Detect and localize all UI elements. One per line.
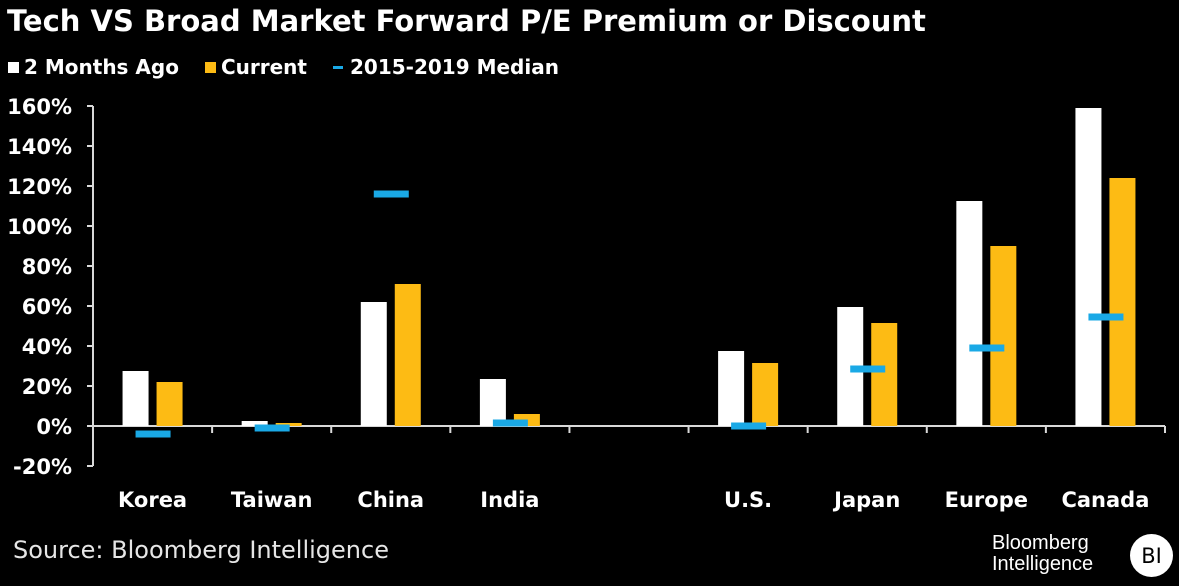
bar-current bbox=[394, 284, 421, 426]
legend-item-current: Current bbox=[204, 55, 307, 79]
legend-swatch-white bbox=[8, 61, 19, 73]
median-marker bbox=[850, 365, 886, 373]
x-category-label: India bbox=[480, 488, 539, 512]
median-marker bbox=[373, 190, 409, 198]
legend-label: Current bbox=[220, 55, 307, 79]
brand-wordmark: Bloomberg Intelligence bbox=[992, 533, 1093, 575]
brand-line-1: Bloomberg bbox=[992, 532, 1089, 554]
bar-current bbox=[990, 246, 1017, 426]
median-marker bbox=[135, 430, 171, 438]
legend-item-2-months-ago: 2 Months Ago bbox=[8, 55, 179, 79]
bar-2-months-ago bbox=[479, 379, 506, 426]
x-category-label: China bbox=[357, 488, 424, 512]
median-marker bbox=[731, 422, 767, 430]
legend-label: 2 Months Ago bbox=[24, 55, 179, 79]
bar-current bbox=[156, 382, 183, 426]
bar-current bbox=[752, 363, 779, 426]
bar-2-months-ago bbox=[241, 421, 268, 426]
y-tick-label: 160% bbox=[7, 95, 72, 119]
x-category-label: Taiwan bbox=[231, 488, 313, 512]
legend-label: 2015-2019 Median bbox=[349, 55, 559, 79]
median-marker bbox=[492, 419, 528, 427]
source-note: Source: Bloomberg Intelligence bbox=[13, 536, 389, 564]
y-tick-label: -20% bbox=[13, 455, 72, 479]
y-tick-label: 80% bbox=[22, 255, 72, 279]
x-category-label: U.S. bbox=[724, 488, 772, 512]
chart-title: Tech VS Broad Market Forward P/E Premium… bbox=[7, 4, 926, 38]
legend-swatch-blue-line bbox=[332, 65, 343, 69]
y-tick-label: 0% bbox=[36, 415, 72, 439]
bar-2-months-ago bbox=[360, 302, 387, 426]
y-tick-label: 140% bbox=[7, 135, 72, 159]
y-tick-label: 120% bbox=[7, 175, 72, 199]
bar-current bbox=[871, 323, 898, 426]
x-category-label: Canada bbox=[1061, 488, 1149, 512]
y-tick-label: 100% bbox=[7, 215, 72, 239]
brand-line-2: Intelligence bbox=[992, 553, 1094, 575]
median-marker bbox=[969, 344, 1005, 352]
y-tick-label: 60% bbox=[22, 295, 72, 319]
y-tick-label: 40% bbox=[22, 335, 72, 359]
bar-2-months-ago bbox=[956, 201, 983, 426]
bar-2-months-ago bbox=[1075, 108, 1102, 426]
bar-2-months-ago bbox=[718, 351, 745, 426]
x-category-label: Korea bbox=[118, 488, 187, 512]
bar-current bbox=[1109, 178, 1136, 426]
bar-2-months-ago bbox=[122, 371, 149, 426]
x-category-label: Japan bbox=[832, 488, 900, 512]
median-marker bbox=[1088, 313, 1124, 321]
x-category-label: Europe bbox=[945, 488, 1028, 512]
y-tick-label: 20% bbox=[22, 375, 72, 399]
legend: 2 Months Ago Current 2015-2019 Median bbox=[8, 55, 585, 79]
legend-item-median: 2015-2019 Median bbox=[332, 55, 559, 79]
bi-logo-icon: BI bbox=[1130, 534, 1173, 577]
median-marker bbox=[254, 424, 290, 432]
legend-swatch-gold bbox=[204, 61, 216, 73]
